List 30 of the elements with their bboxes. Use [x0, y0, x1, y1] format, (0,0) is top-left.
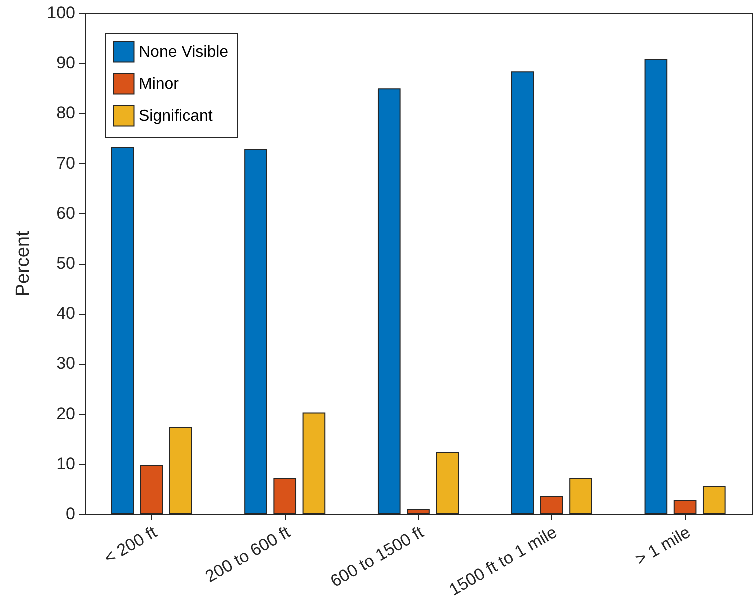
- x-tick-label: 1500 ft to 1 mile: [446, 522, 560, 600]
- y-tick-label: 90: [56, 54, 76, 73]
- y-axis-title: Percent: [13, 230, 34, 297]
- bar: [702, 486, 726, 514]
- y-tick-label: 30: [56, 354, 76, 374]
- legend-label: None Visible: [139, 44, 229, 61]
- y-tick-label: 0: [66, 504, 76, 524]
- bar: [570, 478, 592, 514]
- y-tick-label: 60: [56, 204, 76, 223]
- x-tick-label: < 200 ft: [101, 522, 160, 568]
- y-tick-label: 40: [56, 304, 76, 324]
- bar: [511, 72, 534, 514]
- y-tick-label: 20: [56, 404, 76, 424]
- x-tick-label: 200 to 600 ft: [202, 522, 294, 586]
- y-tick-label: 10: [56, 454, 76, 474]
- y-tick-label: 80: [56, 104, 76, 123]
- bar: [244, 149, 268, 514]
- x-tick-label: > 1 mile: [632, 522, 694, 570]
- legend-label: Minor: [139, 76, 180, 93]
- x-tick-label: 600 to 1500 ft: [327, 522, 428, 592]
- y-tick-label: 70: [56, 154, 76, 173]
- y-tick-label: 50: [56, 254, 76, 273]
- y-tick-label: 100: [47, 4, 76, 22]
- bar: [302, 412, 326, 514]
- bar: [378, 88, 401, 514]
- bar: [111, 147, 134, 514]
- bar: [169, 427, 192, 514]
- legend-label: Significant: [139, 108, 214, 125]
- bar: [644, 59, 668, 514]
- bar: [436, 452, 460, 514]
